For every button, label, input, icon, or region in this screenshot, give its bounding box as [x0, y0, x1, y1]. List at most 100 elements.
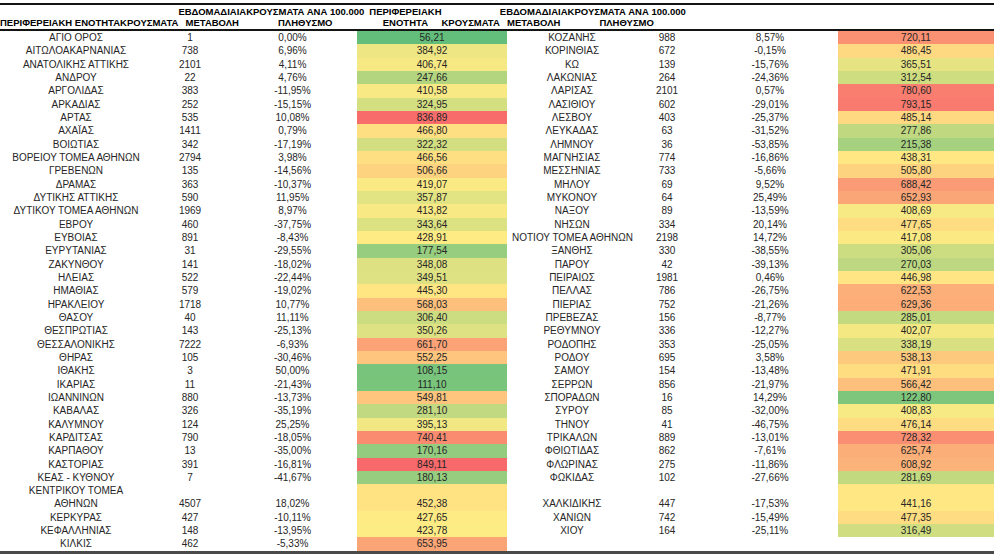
cases-cell: 752 — [632, 298, 702, 311]
region-name-cell: ΔΥΤΙΚΟΥ ΤΟΜΕΑ ΑΘΗΝΩΝ — [0, 204, 152, 217]
table-row: ΛΗΜΝΟΥ36-53,85%215,38 — [512, 138, 994, 151]
weekly-change-cell: -21,97% — [702, 378, 838, 391]
per-100k-cell: 780,60 — [838, 84, 994, 97]
weekly-change-cell: -11,86% — [702, 458, 838, 471]
table-row: ΘΕΣΠΡΩΤΙΑΣ143-25,13%350,26 — [0, 324, 507, 337]
weekly-change-cell: 0,00% — [228, 31, 357, 44]
header-region-left: ΠΕΡΙΦΕΡΕΙΑΚΗ ΕΝΟΤΗΤΑ — [0, 5, 120, 29]
per-100k-cell: 343,64 — [357, 218, 507, 231]
weekly-change-cell: -13,48% — [702, 364, 838, 377]
header-change-left: ΕΒΔΟΜΑΔΙΑΙΑ ΜΕΤΑΒΟΛΗ — [178, 5, 246, 29]
per-100k-cell: 428,91 — [357, 231, 507, 244]
per-100k-cell: 688,42 — [838, 178, 994, 191]
region-name-cell: ΜΗΛΟΥ — [512, 178, 632, 191]
table-row: ΒΟΡΕΙΟΥ ΤΟΜΕΑ ΑΘΗΝΩΝ27943,98%466,56 — [0, 151, 507, 164]
region-name-cell: ΗΡΑΚΛΕΙΟΥ — [0, 298, 152, 311]
weekly-change-cell: 6,96% — [228, 44, 357, 57]
weekly-change-cell: 10,77% — [228, 298, 357, 311]
region-name-cell: ΛΑΡΙΣΑΣ — [512, 84, 632, 97]
region-name-cell: ΠΕΙΡΑΙΩΣ — [512, 271, 632, 284]
weekly-change-cell: 14,72% — [702, 231, 838, 244]
per-100k-cell: 357,87 — [357, 191, 507, 204]
per-100k-cell: 477,65 — [838, 218, 994, 231]
region-name-cell: ΕΒΡΟΥ — [0, 218, 152, 231]
table-row: ΜΕΣΣΗΝΙΑΣ733-5,66%505,80 — [512, 164, 994, 177]
weekly-change-cell: -21,26% — [702, 298, 838, 311]
region-name-cell: ΓΡΕΒΕΝΩΝ — [0, 164, 152, 177]
cases-cell: 141 — [152, 258, 228, 271]
region-name-cell: ΑΙΤΩΛΟΑΚΑΡΝΑΝΙΑΣ — [0, 44, 152, 57]
cases-cell: 275 — [632, 458, 702, 471]
region-name-cell: ΙΘΑΚΗΣ — [0, 364, 152, 377]
cases-cell: 11 — [152, 378, 228, 391]
weekly-change-cell: 14,29% — [702, 391, 838, 404]
table-row: ΑΡΤΑΣ53510,08%836,89 — [0, 111, 507, 124]
region-name-cell: ΛΕΣΒΟΥ — [512, 111, 632, 124]
region-table-left: ΑΓΙΟ ΟΡΟΣ10,00%56,21ΑΙΤΩΛΟΑΚΑΡΝΑΝΙΑΣ7386… — [0, 31, 507, 551]
header-change-right: ΕΒΔΟΜΑΔΙΑΙΑ ΜΕΤΑΒΟΛΗ — [500, 5, 568, 29]
cases-cell: 31 — [152, 244, 228, 257]
cases-cell: 139 — [632, 58, 702, 71]
cases-cell: 695 — [632, 351, 702, 364]
region-name-cell: ΚΑΒΑΛΑΣ — [0, 404, 152, 417]
region-name-cell: ΡΕΘΥΜΝΟΥ — [512, 324, 632, 337]
per-100k-cell: 445,30 — [357, 284, 507, 297]
cases-cell: 460 — [152, 218, 228, 231]
region-name-cell: ΕΥΡΥΤΑΝΙΑΣ — [0, 244, 152, 257]
region-name-cell: ΑΝΑΤΟΛΙΚΗΣ ΑΤΤΙΚΗΣ — [0, 58, 152, 71]
region-name-cell: ΣΕΡΡΩΝ — [512, 378, 632, 391]
per-100k-cell: 625,74 — [838, 444, 994, 457]
per-100k-cell: 471,91 — [838, 364, 994, 377]
table-row: ΑΙΤΩΛΟΑΚΑΡΝΑΝΙΑΣ7386,96%384,92 — [0, 44, 507, 57]
header-cases-left: ΚΡΟΥΣΜΑΤΑ — [120, 5, 178, 29]
per-100k-cell: 423,78 — [357, 524, 507, 537]
per-100k-cell: 486,45 — [838, 44, 994, 57]
per-100k-cell: 350,26 — [357, 324, 507, 337]
per-100k-cell: 568,03 — [357, 298, 507, 311]
weekly-change-cell: -15,76% — [702, 58, 838, 71]
region-name-cell: ΗΜΑΘΙΑΣ — [0, 284, 152, 297]
regional-covid-table-sheet: ΠΕΡΙΦΕΡΕΙΑΚΗ ΕΝΟΤΗΤΑ ΚΡΟΥΣΜΑΤΑ ΕΒΔΟΜΑΔΙΑ… — [0, 0, 1000, 558]
cases-cell: 342 — [152, 138, 228, 151]
weekly-change-cell: -16,81% — [228, 458, 357, 471]
weekly-change-cell: -19,02% — [228, 284, 357, 297]
weekly-change-cell: -16,86% — [702, 151, 838, 164]
header-per100k-right: ΚΡΟΥΣΜΑΤΑ ΑΝΑ 100.000 ΠΛΗΘΥΣΜΟ — [568, 5, 686, 29]
cases-cell: 135 — [152, 164, 228, 177]
per-100k-cell: 316,49 — [838, 524, 994, 537]
region-name-cell: ΝΑΞΟΥ — [512, 204, 632, 217]
region-name-cell: ΣΑΜΟΥ — [512, 364, 632, 377]
cases-cell: 2101 — [632, 84, 702, 97]
per-100k-cell: 306,40 — [357, 311, 507, 324]
per-100k-cell: 622,53 — [838, 284, 994, 297]
cases-cell: 427 — [152, 511, 228, 524]
region-name-cell: ΑΓΙΟ ΟΡΟΣ — [0, 31, 152, 44]
region-name-cell: ΘΑΣΟΥ — [0, 311, 152, 324]
per-100k-cell: 406,74 — [357, 58, 507, 71]
region-name-cell: ΛΗΜΝΟΥ — [512, 138, 632, 151]
cases-cell: 40 — [152, 311, 228, 324]
table-row: ΑΝΑΤΟΛΙΚΗΣ ΑΤΤΙΚΗΣ21014,11%406,74 — [0, 58, 507, 71]
region-name-cell: ΑΡΤΑΣ — [0, 111, 152, 124]
region-name-cell: ΚΕΡΚΥΡΑΣ — [0, 511, 152, 524]
weekly-change-cell: -8,77% — [702, 311, 838, 324]
cases-cell: 742 — [632, 511, 702, 524]
per-100k-cell: 538,13 — [838, 351, 994, 364]
weekly-change-cell: -27,66% — [702, 471, 838, 484]
per-100k-cell: 720,11 — [838, 31, 994, 44]
per-100k-cell: 180,13 — [357, 471, 507, 484]
table-row: ΚΑΡΠΑΘΟΥ13-35,00%170,16 — [0, 444, 507, 457]
region-name-line: ΑΘΗΝΩΝ — [0, 497, 152, 510]
table-row: ΧΙΟΥ164-25,11%316,49 — [512, 524, 994, 537]
region-name-cell: ΘΗΡΑΣ — [0, 351, 152, 364]
weekly-change-cell: -31,52% — [702, 124, 838, 137]
region-name-cell: ΧΙΟΥ — [512, 524, 632, 537]
weekly-change-cell: 4,11% — [228, 58, 357, 71]
weekly-change-cell: 4,76% — [228, 71, 357, 84]
cases-cell: 790 — [152, 431, 228, 444]
region-name-cell: ΠΡΕΒΕΖΑΣ — [512, 311, 632, 324]
weekly-change-cell: -10,37% — [228, 178, 357, 191]
table-row: ΑΧΑΪΑΣ14110,79%466,80 — [0, 124, 507, 137]
per-100k-cell: 402,07 — [838, 324, 994, 337]
cases-cell: 738 — [152, 44, 228, 57]
